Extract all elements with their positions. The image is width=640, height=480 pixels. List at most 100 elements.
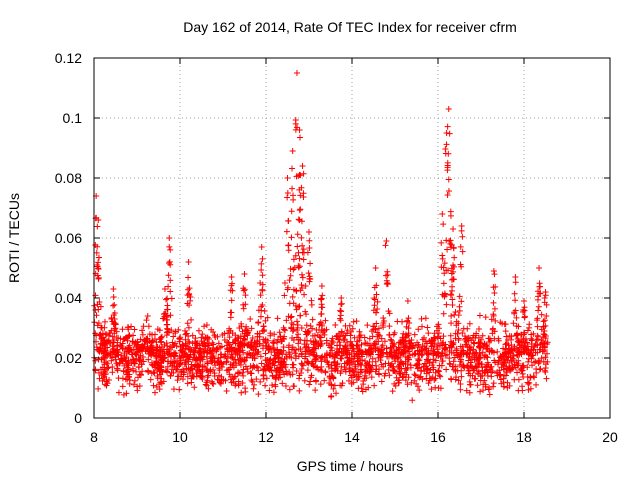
data-point <box>455 320 462 327</box>
data-point <box>260 367 267 374</box>
data-point <box>385 366 392 373</box>
data-point <box>342 366 349 373</box>
data-point <box>156 381 163 388</box>
data-point <box>304 358 311 365</box>
data-point <box>345 377 352 384</box>
data-point <box>279 380 286 387</box>
data-point <box>224 367 231 374</box>
data-point <box>284 286 291 293</box>
data-point <box>371 382 378 389</box>
data-point <box>109 333 116 340</box>
y-tick-label: 0.08 <box>55 170 82 186</box>
data-point <box>347 367 354 374</box>
data-point <box>490 299 497 306</box>
data-point <box>97 303 104 310</box>
data-point <box>536 366 543 373</box>
data-point <box>516 349 523 356</box>
data-point <box>174 363 181 370</box>
data-point <box>301 341 308 348</box>
data-point <box>96 331 103 338</box>
data-point <box>480 387 487 394</box>
data-point <box>168 353 175 360</box>
data-point <box>450 244 457 251</box>
data-point <box>490 312 497 319</box>
data-point <box>301 337 308 344</box>
data-point <box>396 370 403 377</box>
data-point <box>95 369 102 376</box>
data-point <box>272 381 279 388</box>
data-point <box>469 356 476 363</box>
data-point <box>337 355 344 362</box>
data-point <box>288 208 295 215</box>
data-point <box>109 369 116 376</box>
data-point <box>194 363 201 370</box>
data-point <box>329 373 336 380</box>
data-point <box>125 373 132 380</box>
data-point <box>294 243 301 250</box>
data-point <box>479 373 486 380</box>
data-point <box>300 362 307 369</box>
data-point <box>133 368 140 375</box>
y-tick-label: 0.1 <box>63 110 83 126</box>
data-point <box>458 373 465 380</box>
data-point <box>107 339 114 346</box>
data-point <box>262 350 269 357</box>
data-point <box>283 368 290 375</box>
data-point <box>167 246 174 253</box>
data-point <box>295 331 302 338</box>
data-point <box>164 306 171 313</box>
data-point <box>481 377 488 384</box>
data-point <box>501 383 508 390</box>
data-point <box>149 337 156 344</box>
data-point <box>492 317 499 324</box>
data-point <box>160 315 167 322</box>
data-point <box>94 243 101 250</box>
data-point <box>538 311 545 318</box>
data-point <box>380 324 387 331</box>
data-point <box>443 366 450 373</box>
data-point <box>167 343 174 350</box>
data-point <box>292 302 299 309</box>
data-point <box>244 365 251 372</box>
data-point <box>119 383 126 390</box>
data-point <box>478 360 485 367</box>
data-point <box>244 332 251 339</box>
data-point <box>211 370 218 377</box>
data-point <box>375 351 382 358</box>
data-point <box>457 386 464 393</box>
data-point <box>101 368 108 375</box>
data-point <box>423 375 430 382</box>
data-point <box>495 337 502 344</box>
data-point <box>512 274 519 280</box>
data-point <box>232 356 239 363</box>
data-point <box>304 249 311 256</box>
data-point <box>537 283 544 290</box>
data-point <box>462 341 469 348</box>
data-point <box>504 384 511 391</box>
data-point <box>184 373 191 380</box>
data-point <box>449 296 456 303</box>
data-point <box>424 366 431 373</box>
data-point <box>464 335 471 342</box>
data-point <box>275 354 282 361</box>
data-point <box>271 356 278 363</box>
data-point <box>440 333 447 340</box>
data-point <box>288 313 295 320</box>
data-point <box>542 292 549 299</box>
data-point <box>319 304 326 311</box>
data-point <box>216 358 223 365</box>
data-point <box>261 337 268 344</box>
data-point <box>321 331 328 338</box>
data-point <box>100 374 107 381</box>
data-point <box>165 283 172 290</box>
data-point <box>235 381 242 388</box>
data-point <box>541 367 548 374</box>
data-point <box>293 173 300 180</box>
data-point <box>371 302 378 309</box>
data-point <box>262 357 269 364</box>
data-point <box>219 331 226 338</box>
data-point <box>283 228 290 235</box>
data-point <box>226 348 233 355</box>
data-point <box>171 359 178 366</box>
